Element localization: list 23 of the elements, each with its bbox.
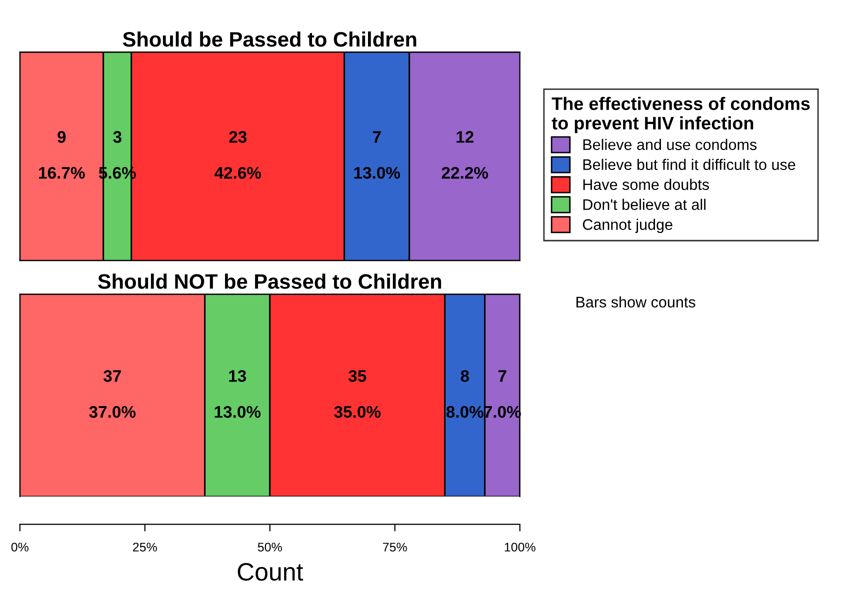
x-tick-label: 50% xyxy=(258,542,282,552)
text: 37 37.0% xyxy=(89,370,136,418)
text: 8 8.0% xyxy=(446,370,484,418)
text: 35 35.0% xyxy=(334,370,381,418)
x-tick-label: 75% xyxy=(383,542,407,552)
x-tick-label: 100% xyxy=(504,542,536,552)
x-tick-label: 0% xyxy=(11,542,28,552)
text: 12 22.2% xyxy=(442,131,488,179)
x-axis-title: Count xyxy=(238,563,304,581)
text: Bars show counts xyxy=(576,296,696,308)
legend-title: The effectiveness of condoms to prevent HIV infection xyxy=(552,96,810,134)
legend-label: Have some doubts xyxy=(583,178,709,190)
x-tick-label: 25% xyxy=(133,542,157,552)
legend-label: Believe but find it difficult to use xyxy=(583,158,796,170)
text: 23 42.6% xyxy=(214,131,262,179)
chart-title: Should be Passed to Children xyxy=(122,31,416,47)
chart-title: Should NOT be Passed to Children xyxy=(98,274,442,289)
text: 7 13.0% xyxy=(354,131,400,179)
legend-label: Cannot judge xyxy=(582,218,672,233)
text: 13 13.0% xyxy=(214,370,261,418)
text: 9 16.7% xyxy=(39,131,85,179)
legend-label: Believe and use condoms xyxy=(583,138,757,150)
legend-label: Don't believe at all xyxy=(583,198,706,210)
